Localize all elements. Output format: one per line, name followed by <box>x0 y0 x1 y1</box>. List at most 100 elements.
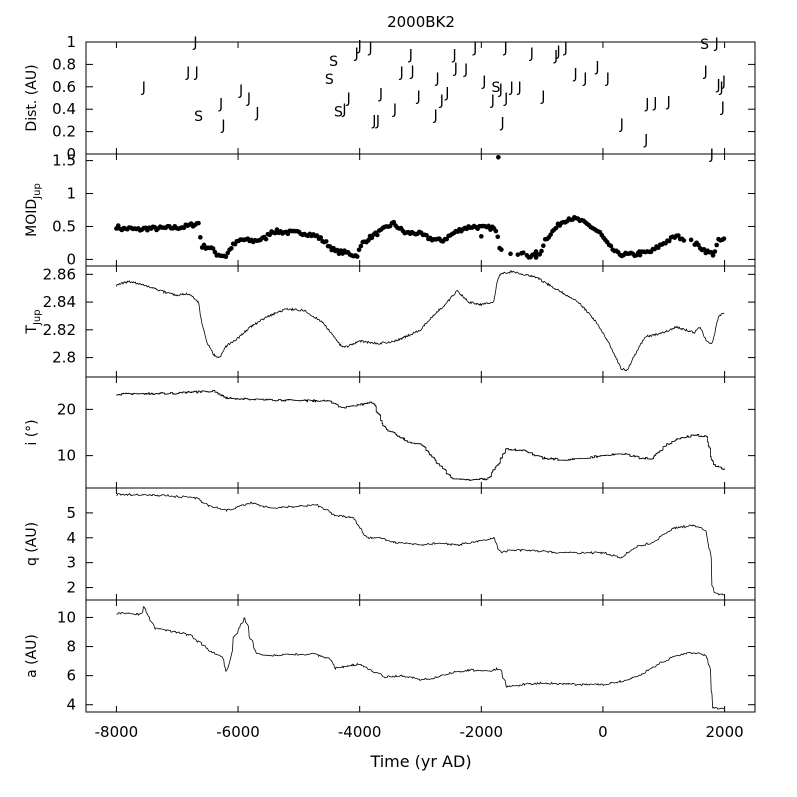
moid-point <box>229 245 234 251</box>
panel-frame <box>85 265 756 378</box>
encounter-marker-J: J <box>643 132 648 148</box>
moid-point <box>515 252 521 257</box>
encounter-marker-J: J <box>619 117 624 133</box>
encounter-marker-S: S <box>329 54 338 70</box>
moid-point <box>710 253 716 258</box>
series-line-q <box>116 493 725 596</box>
encounter-marker-S: S <box>491 80 500 96</box>
y-tick-label: 5 <box>66 504 76 522</box>
y-tick-label: 1.5 <box>52 152 76 170</box>
panel-frame <box>85 487 756 601</box>
encounter-marker-J: J <box>652 95 657 111</box>
y-tick-label: 2.8 <box>52 349 76 367</box>
moid-point <box>223 254 229 260</box>
moid-point <box>496 154 501 160</box>
encounter-marker-S: S <box>334 104 343 120</box>
moid-point <box>520 250 526 255</box>
moid-point <box>391 219 397 225</box>
x-tick-label: 0 <box>598 723 608 741</box>
x-axis-label: Time (yr AD) <box>369 752 471 771</box>
moid-point <box>375 232 380 238</box>
encounter-marker-J: J <box>368 41 373 57</box>
moid-point <box>318 235 324 240</box>
encounter-marker-J: J <box>555 44 560 60</box>
y-tick-label: 0.2 <box>52 123 76 141</box>
y-tick-label: 10 <box>57 447 76 465</box>
moid-point <box>272 230 278 236</box>
encounter-marker-J: J <box>346 91 351 107</box>
encounter-marker-J: J <box>481 74 486 90</box>
moid-point <box>356 247 362 253</box>
y-tick-label: 10 <box>57 608 76 626</box>
encounter-marker-J: J <box>517 80 522 96</box>
encounter-marker-J: J <box>410 64 415 80</box>
encounter-marker-J: J <box>503 41 508 57</box>
moid-point <box>666 238 672 244</box>
encounter-marker-J: J <box>194 65 199 81</box>
encounter-marker-S: S <box>194 109 203 125</box>
encounter-marker-J: J <box>463 62 468 78</box>
moid-point <box>681 238 687 243</box>
y-tick-label: 4 <box>66 529 76 547</box>
encounter-marker-J: J <box>141 80 146 96</box>
encounter-marker-J: J <box>529 46 534 62</box>
encounter-marker-J: J <box>498 82 503 98</box>
y-tick-label: 2.82 <box>43 321 76 339</box>
moid-point <box>327 244 333 249</box>
y-tick-label: 20 <box>57 400 76 418</box>
y-tick-label: 1 <box>66 185 76 203</box>
encounter-marker-J: J <box>371 113 376 129</box>
moid-point <box>539 248 544 254</box>
series-line-a <box>116 606 725 710</box>
panel-tjup: 2.8 2.82 2.84 2.86 TJup <box>24 265 756 378</box>
encounter-marker-J: J <box>444 85 449 101</box>
panel-moid: 0 0.5 1 1.5 MOIDJup <box>24 152 756 268</box>
encounter-marker-J: J <box>246 91 251 107</box>
encounter-marker-J: J <box>573 66 578 82</box>
encounter-marker-J: J <box>721 74 726 90</box>
encounter-marker-J: J <box>500 116 505 132</box>
moid-point <box>508 251 513 257</box>
y-tick-label: 0.8 <box>52 55 76 73</box>
moid-point <box>323 239 329 244</box>
encounter-marker-J: J <box>434 71 439 87</box>
moid-point <box>688 237 694 243</box>
y-tick-label: 2 <box>66 579 76 597</box>
moid-point <box>334 247 340 253</box>
moid-point <box>358 243 364 249</box>
moid-point <box>721 236 727 241</box>
encounter-marker-J: J <box>238 83 243 99</box>
panel-a: -8000 -6000 -4000 -2000 0 2000 4 6 8 10 a (AU) <box>24 599 756 741</box>
encounter-marker-J: J <box>357 38 362 54</box>
encounter-marker-J: J <box>378 87 383 103</box>
moid-point <box>263 236 269 242</box>
moid-point <box>486 223 491 229</box>
encounter-marker-J: J <box>185 65 190 81</box>
moid-point <box>366 237 372 242</box>
x-tick-label: 2000 <box>705 723 743 741</box>
encounter-marker-J: J <box>503 91 508 107</box>
encounter-marker-J: J <box>472 41 477 57</box>
y-tick-label: 8 <box>66 638 76 656</box>
encounter-marker-J: J <box>709 147 714 163</box>
y-tick-label: 2.84 <box>43 293 76 311</box>
encounter-marker-J: J <box>399 65 404 81</box>
moid-point <box>714 242 719 248</box>
moid-point <box>548 232 553 237</box>
chart-title: 2000BK2 <box>387 13 455 31</box>
encounter-marker-J: J <box>718 80 723 96</box>
y-axis-label: Dist. (AU) <box>24 64 40 131</box>
moid-point <box>676 233 681 238</box>
y-tick-label: 0.4 <box>52 100 76 118</box>
encounter-marker-J: J <box>254 106 259 122</box>
moid-point <box>637 249 642 254</box>
moid-point <box>201 242 207 248</box>
y-axis-label: i (°) <box>24 419 40 445</box>
x-tick-label: -2000 <box>460 723 504 741</box>
y-axis-label-subscript: Jup <box>32 309 43 326</box>
encounter-marker-J: J <box>563 41 568 57</box>
encounter-marker-S: S <box>700 37 709 53</box>
encounter-marker-J: J <box>509 80 514 96</box>
moid-point <box>479 234 484 239</box>
